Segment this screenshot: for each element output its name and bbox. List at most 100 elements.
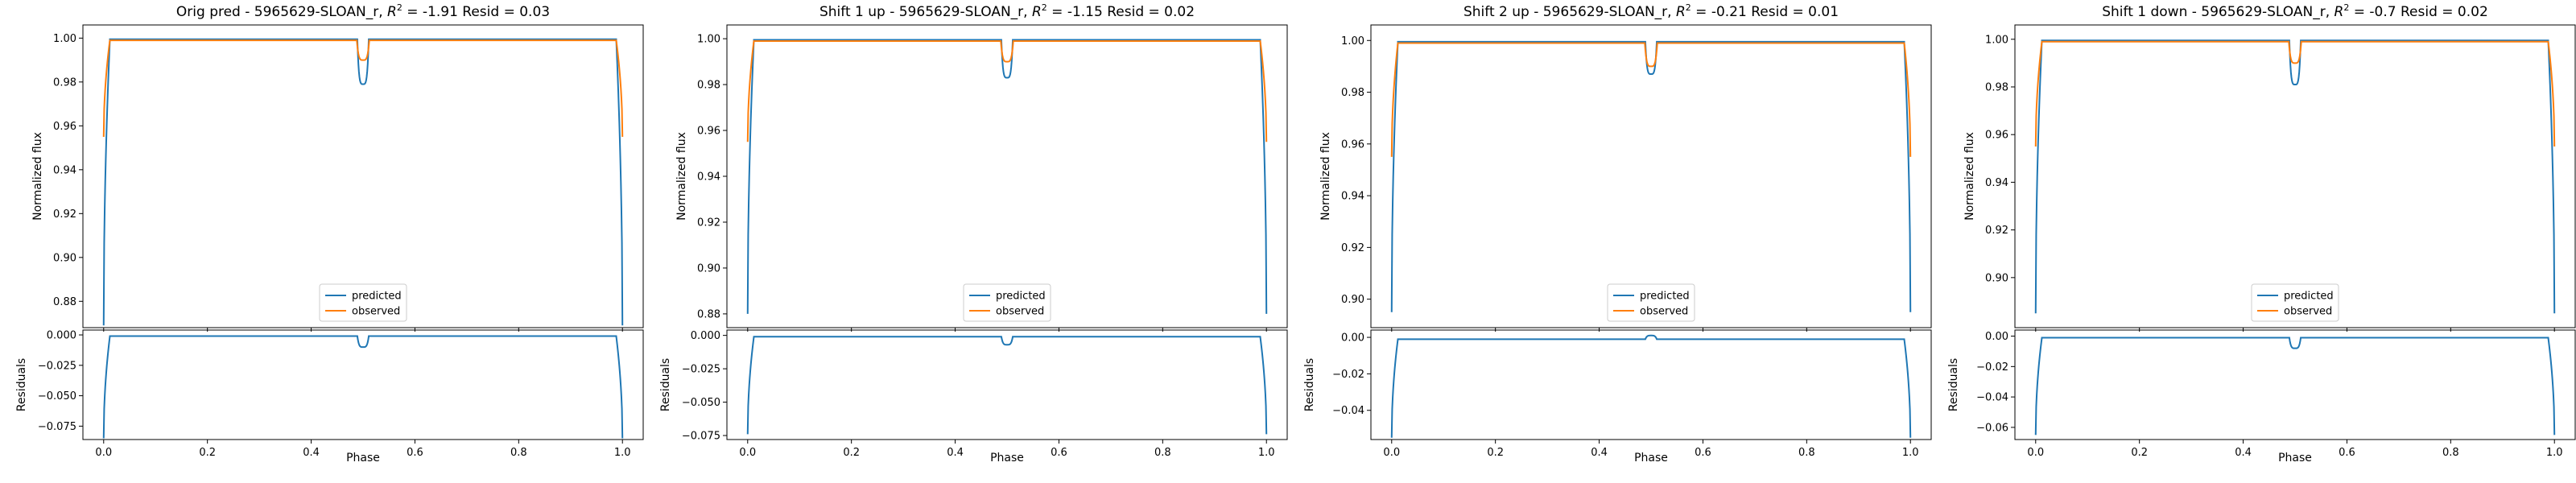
legend-label-predicted: predicted: [996, 291, 1046, 303]
title-r2-value: = -1.15: [1047, 4, 1107, 20]
title-r2-symbol: R: [387, 4, 397, 20]
x-tick-label: 0.6: [2339, 447, 2355, 459]
x-axis-ticks: 0.0 0.2 0.4 0.6 0.8 1.0: [2027, 440, 2563, 459]
title-resid: Resid = 0.02: [1107, 4, 1195, 20]
title-r2-exponent: 2: [1042, 2, 1047, 13]
series-line-predicted: [2034, 39, 2556, 314]
residual-line: [746, 336, 1268, 435]
x-tick-label: 0.8: [2442, 447, 2459, 459]
y-axis-ticks: 0.90 0.92 0.94 0.96 0.98 1.00: [1985, 34, 2015, 284]
y-tick-label: 0.98: [697, 80, 720, 92]
legend-box: [963, 283, 1051, 322]
legend-box: [2251, 283, 2339, 322]
series-line-predicted: [1390, 40, 1912, 312]
x-tick-label: 1.0: [2546, 447, 2563, 459]
x-axis-ticks: 0.0 0.2 0.4 0.6 0.8 1.0: [1383, 440, 1919, 459]
title-resid: Resid = 0.02: [2401, 4, 2488, 20]
residual-line: [2034, 336, 2556, 436]
y-tick-label: 0.92: [53, 208, 76, 221]
residual-y-tick-label: −0.04: [1976, 392, 2008, 404]
series-lines: [1390, 40, 1912, 312]
residual-line: [1390, 334, 1912, 438]
legend-box: [319, 283, 407, 322]
chart-title: Orig pred - 5965629-SLOAN_r, R2 = -1.91 …: [176, 2, 550, 20]
residual-y-tick-label: 0.00: [1341, 332, 1364, 345]
residual-y-tick-label: 0.00: [1985, 331, 2008, 343]
title-prefix: Shift 2 up - 5965629-SLOAN_r,: [1463, 4, 1676, 20]
title-r2-value: = -0.21: [1691, 4, 1751, 20]
x-tick-label: 0.0: [2027, 447, 2044, 459]
y-tick-label: 0.94: [697, 171, 720, 184]
series-line-observed: [1390, 42, 1912, 157]
y-tick-label: 1.00: [1985, 34, 2008, 46]
title-resid: Resid = 0.03: [462, 4, 550, 20]
x-axis-label: Phase: [1634, 452, 1668, 464]
residual-y-axis-label: Residuals: [15, 358, 28, 411]
residual-line: [102, 335, 624, 439]
residual-y-tick-label: −0.075: [38, 421, 76, 433]
legend-label-observed: observed: [2284, 306, 2332, 318]
legend-label-predicted: predicted: [352, 291, 402, 303]
title-r2-symbol: R: [1032, 4, 1042, 20]
series-lines: [102, 38, 624, 326]
residual-axes-frame: [2014, 329, 2576, 440]
y-tick-label: 0.96: [1341, 138, 1364, 151]
legend-label-predicted: predicted: [1640, 291, 1690, 303]
x-tick-label: 0.4: [947, 447, 964, 459]
chart-title: Shift 1 down - 5965629-SLOAN_r, R2 = -0.…: [2102, 2, 2488, 20]
y-tick-label: 0.98: [53, 76, 76, 89]
y-axis-label: Normalized flux: [1319, 132, 1332, 221]
series-line-observed: [2034, 40, 2556, 147]
legend-label-predicted: predicted: [2284, 291, 2334, 303]
residual-y-axis-ticks: 0.000 −0.025 −0.050 −0.075: [38, 330, 83, 433]
x-tick-label: 0.0: [739, 447, 756, 459]
legend: predicted observed: [2251, 283, 2339, 322]
y-tick-label: 1.00: [53, 33, 76, 45]
title-r2-exponent: 2: [1686, 2, 1691, 13]
x-tick-label: 0.6: [1695, 447, 1711, 459]
y-tick-label: 0.92: [697, 217, 720, 229]
residual-y-tick-label: −0.025: [38, 360, 76, 372]
y-axis-ticks: 0.88 0.90 0.92 0.94 0.96 0.98 1.00: [697, 34, 727, 320]
main-axes-frame: [82, 24, 644, 328]
residual-lines: [2034, 336, 2556, 436]
y-tick-label: 0.90: [53, 252, 76, 264]
residual-y-axis-ticks: 0.00 −0.02 −0.04: [1332, 332, 1371, 417]
residual-y-tick-label: −0.075: [682, 431, 720, 443]
y-axis-label: Normalized flux: [1963, 132, 1976, 221]
residual-y-axis-label: Residuals: [659, 358, 672, 411]
residual-y-axis-ticks: 0.000 −0.025 −0.050 −0.075: [682, 330, 727, 443]
legend: predicted observed: [319, 283, 407, 322]
residual-y-tick-label: −0.02: [1332, 369, 1364, 381]
legend-label-observed: observed: [1640, 306, 1688, 318]
y-axis-label: Normalized flux: [675, 132, 688, 221]
y-tick-label: 0.92: [1985, 225, 2008, 237]
residual-y-axis-ticks: 0.00 −0.02 −0.04 −0.06: [1976, 331, 2015, 434]
series-line-observed: [746, 39, 1268, 142]
chart-panel-4: Shift 1 down - 5965629-SLOAN_r, R2 = -0.…: [1947, 2, 2576, 464]
main-axes-frame: [726, 24, 1288, 328]
y-tick-label: 0.90: [1985, 272, 2008, 284]
residual-y-tick-label: 0.000: [691, 330, 720, 342]
x-tick-label: 1.0: [1258, 447, 1275, 459]
title-r2-exponent: 2: [397, 2, 402, 13]
y-tick-label: 1.00: [697, 34, 720, 46]
main-axes-frame: [1370, 24, 1932, 328]
y-tick-label: 0.94: [1341, 191, 1364, 203]
x-tick-label: 0.2: [1487, 447, 1504, 459]
legend-label-observed: observed: [996, 306, 1044, 318]
y-axis-ticks: 0.88 0.90 0.92 0.94 0.96 0.98 1.00: [53, 33, 83, 308]
x-tick-label: 0.6: [1051, 447, 1067, 459]
x-tick-label: 1.0: [614, 447, 631, 459]
title-resid: Resid = 0.01: [1751, 4, 1839, 20]
chart-panel-1: Orig pred - 5965629-SLOAN_r, R2 = -1.91 …: [15, 2, 644, 464]
x-axis-ticks: 0.0 0.2 0.4 0.6 0.8 1.0: [95, 440, 631, 459]
y-tick-label: 0.90: [697, 262, 720, 275]
x-tick-label: 0.8: [1798, 447, 1815, 459]
x-tick-label: 0.0: [1383, 447, 1400, 459]
x-axis-label: Phase: [990, 452, 1024, 464]
x-tick-label: 0.4: [2235, 447, 2252, 459]
x-tick-label: 0.8: [1154, 447, 1171, 459]
x-axis-label: Phase: [2278, 452, 2312, 464]
